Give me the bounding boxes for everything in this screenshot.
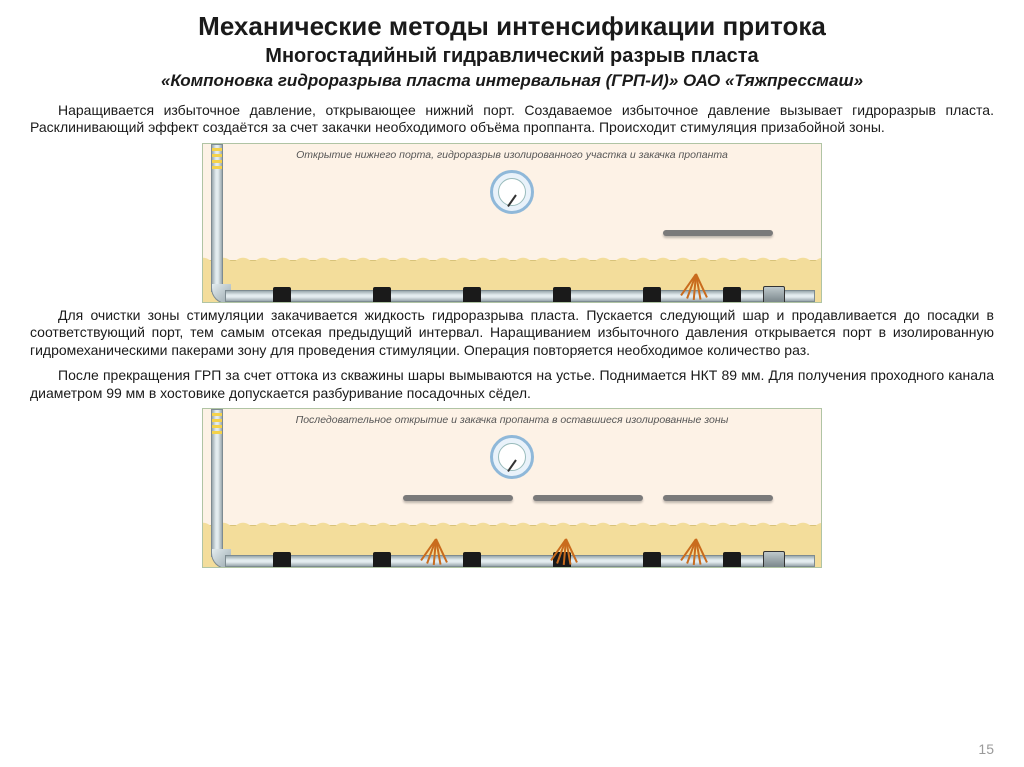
paragraph-1: Наращивается избыточное давление, открыв… <box>0 98 1024 141</box>
paragraph-2b-text: После прекращения ГРП за счет оттока из … <box>30 367 994 401</box>
fracture-icon <box>681 539 709 567</box>
floating-liner-segment <box>663 230 773 236</box>
floating-liner-segment <box>533 495 643 501</box>
diagram-1-caption: Открытие нижнего порта, гидроразрыв изол… <box>203 144 821 166</box>
paragraph-1-text: Наращивается избыточное давление, открыв… <box>30 102 994 136</box>
fracture-icon <box>681 274 709 302</box>
diagram-ground-edge <box>203 256 821 268</box>
packer <box>643 287 661 303</box>
fracture-icon <box>551 539 579 567</box>
paragraph-2a-text: Для очистки зоны стимуляции закачивается… <box>30 307 994 358</box>
page-subtitle-italic: «Компоновка гидроразрыва пласта интервал… <box>30 70 994 92</box>
page-title: Механические методы интенсификации прито… <box>30 12 994 42</box>
diagram-stage-2: Последовательное открытие и закачка проп… <box>202 408 822 568</box>
packer <box>463 287 481 303</box>
page-subtitle: Многостадийный гидравлический разрыв пла… <box>30 44 994 68</box>
packer <box>643 552 661 568</box>
diagram-ground-edge <box>203 521 821 533</box>
diagram-2-caption: Последовательное открытие и закачка проп… <box>203 409 821 431</box>
diagram-stage-1: Открытие нижнего порта, гидроразрыв изол… <box>202 143 822 303</box>
frac-port <box>763 286 785 303</box>
paragraph-2a: Для очистки зоны стимуляции закачивается… <box>0 303 1024 364</box>
packer <box>723 552 741 568</box>
well-vertical-pipe <box>211 409 223 557</box>
fracture-icon <box>421 539 449 567</box>
pressure-gauge-icon <box>490 170 534 214</box>
packer <box>723 287 741 303</box>
packer <box>373 552 391 568</box>
packer <box>273 287 291 303</box>
packer <box>373 287 391 303</box>
page-number: 15 <box>978 741 994 757</box>
paragraph-2b: После прекращения ГРП за счет оттока из … <box>0 363 1024 406</box>
packer <box>273 552 291 568</box>
well-vertical-pipe <box>211 144 223 292</box>
frac-port <box>763 551 785 568</box>
pressure-gauge-icon <box>490 435 534 479</box>
packer <box>553 287 571 303</box>
floating-liner-segment <box>403 495 513 501</box>
floating-liner-segment <box>663 495 773 501</box>
packer <box>463 552 481 568</box>
